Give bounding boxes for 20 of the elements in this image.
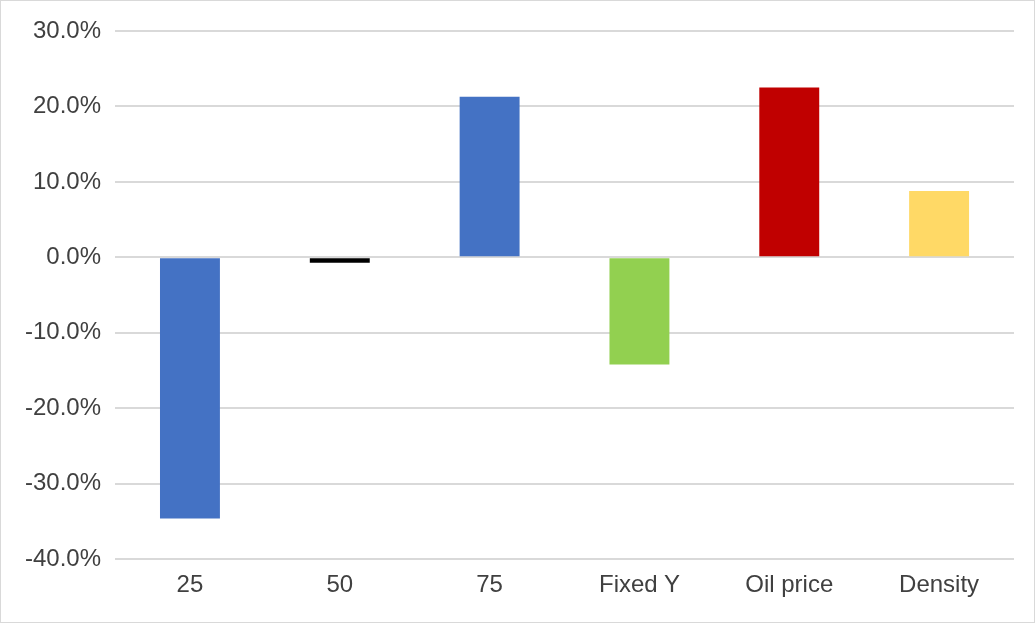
bar [159, 258, 220, 519]
x-tick-label: Oil price [745, 570, 834, 598]
y-tick-label: 30.0% [32, 15, 102, 43]
x-tick-label: Density [899, 570, 980, 598]
x-tick-label: 75 [476, 570, 503, 598]
y-tick-label: -10.0% [25, 317, 102, 345]
y-tick-label: 0.0% [46, 242, 102, 269]
bar [759, 87, 820, 257]
x-tick-label: 50 [326, 570, 354, 598]
bar [459, 96, 520, 257]
bar [609, 258, 670, 365]
x-tick-label: Fixed Y [598, 570, 680, 598]
y-tick-label: 20.0% [32, 91, 102, 119]
y-tick-label: 10.0% [32, 166, 102, 194]
bar [309, 258, 370, 263]
y-tick-label: -40.0% [25, 543, 102, 571]
x-tick-label: 25 [176, 570, 204, 598]
y-tick-label: -20.0% [25, 392, 102, 420]
bar [909, 190, 970, 257]
y-tick-label: -30.0% [25, 468, 102, 496]
